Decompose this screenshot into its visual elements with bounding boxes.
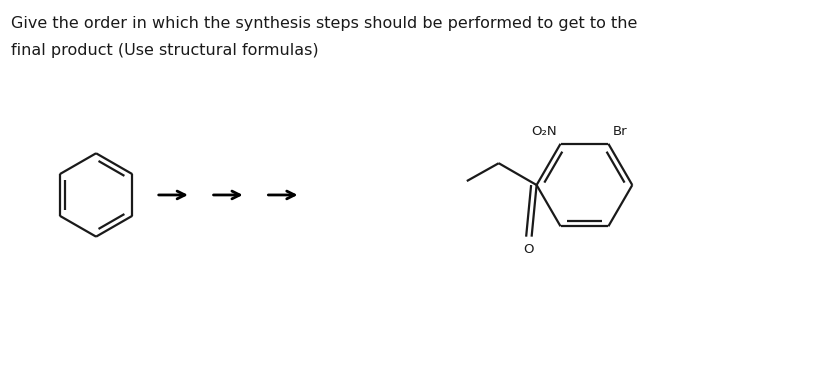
Text: O₂N: O₂N bbox=[531, 125, 557, 138]
Text: final product (Use structural formulas): final product (Use structural formulas) bbox=[12, 43, 319, 58]
Text: Give the order in which the synthesis steps should be performed to get to the: Give the order in which the synthesis st… bbox=[12, 16, 638, 31]
Text: O: O bbox=[523, 242, 534, 256]
Text: Br: Br bbox=[612, 125, 627, 138]
